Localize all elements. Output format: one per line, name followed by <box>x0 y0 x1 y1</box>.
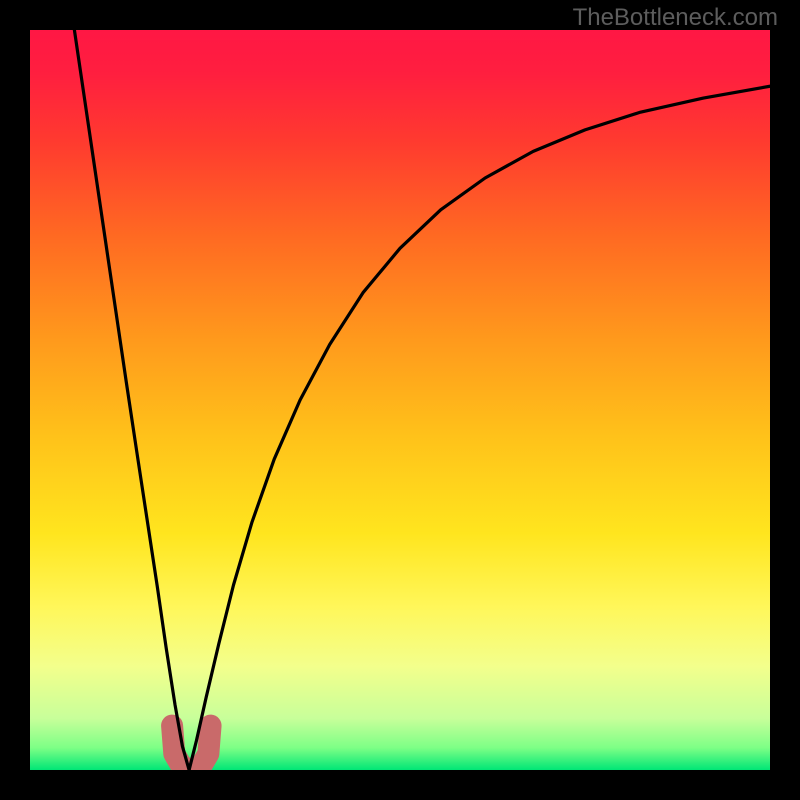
watermark-text: TheBottleneck.com <box>573 4 778 32</box>
v-curve-right <box>189 86 770 770</box>
plot-area <box>30 30 770 770</box>
figure-root: TheBottleneck.com <box>0 0 800 800</box>
curve-layer <box>30 30 770 770</box>
v-curve-left <box>74 30 189 770</box>
